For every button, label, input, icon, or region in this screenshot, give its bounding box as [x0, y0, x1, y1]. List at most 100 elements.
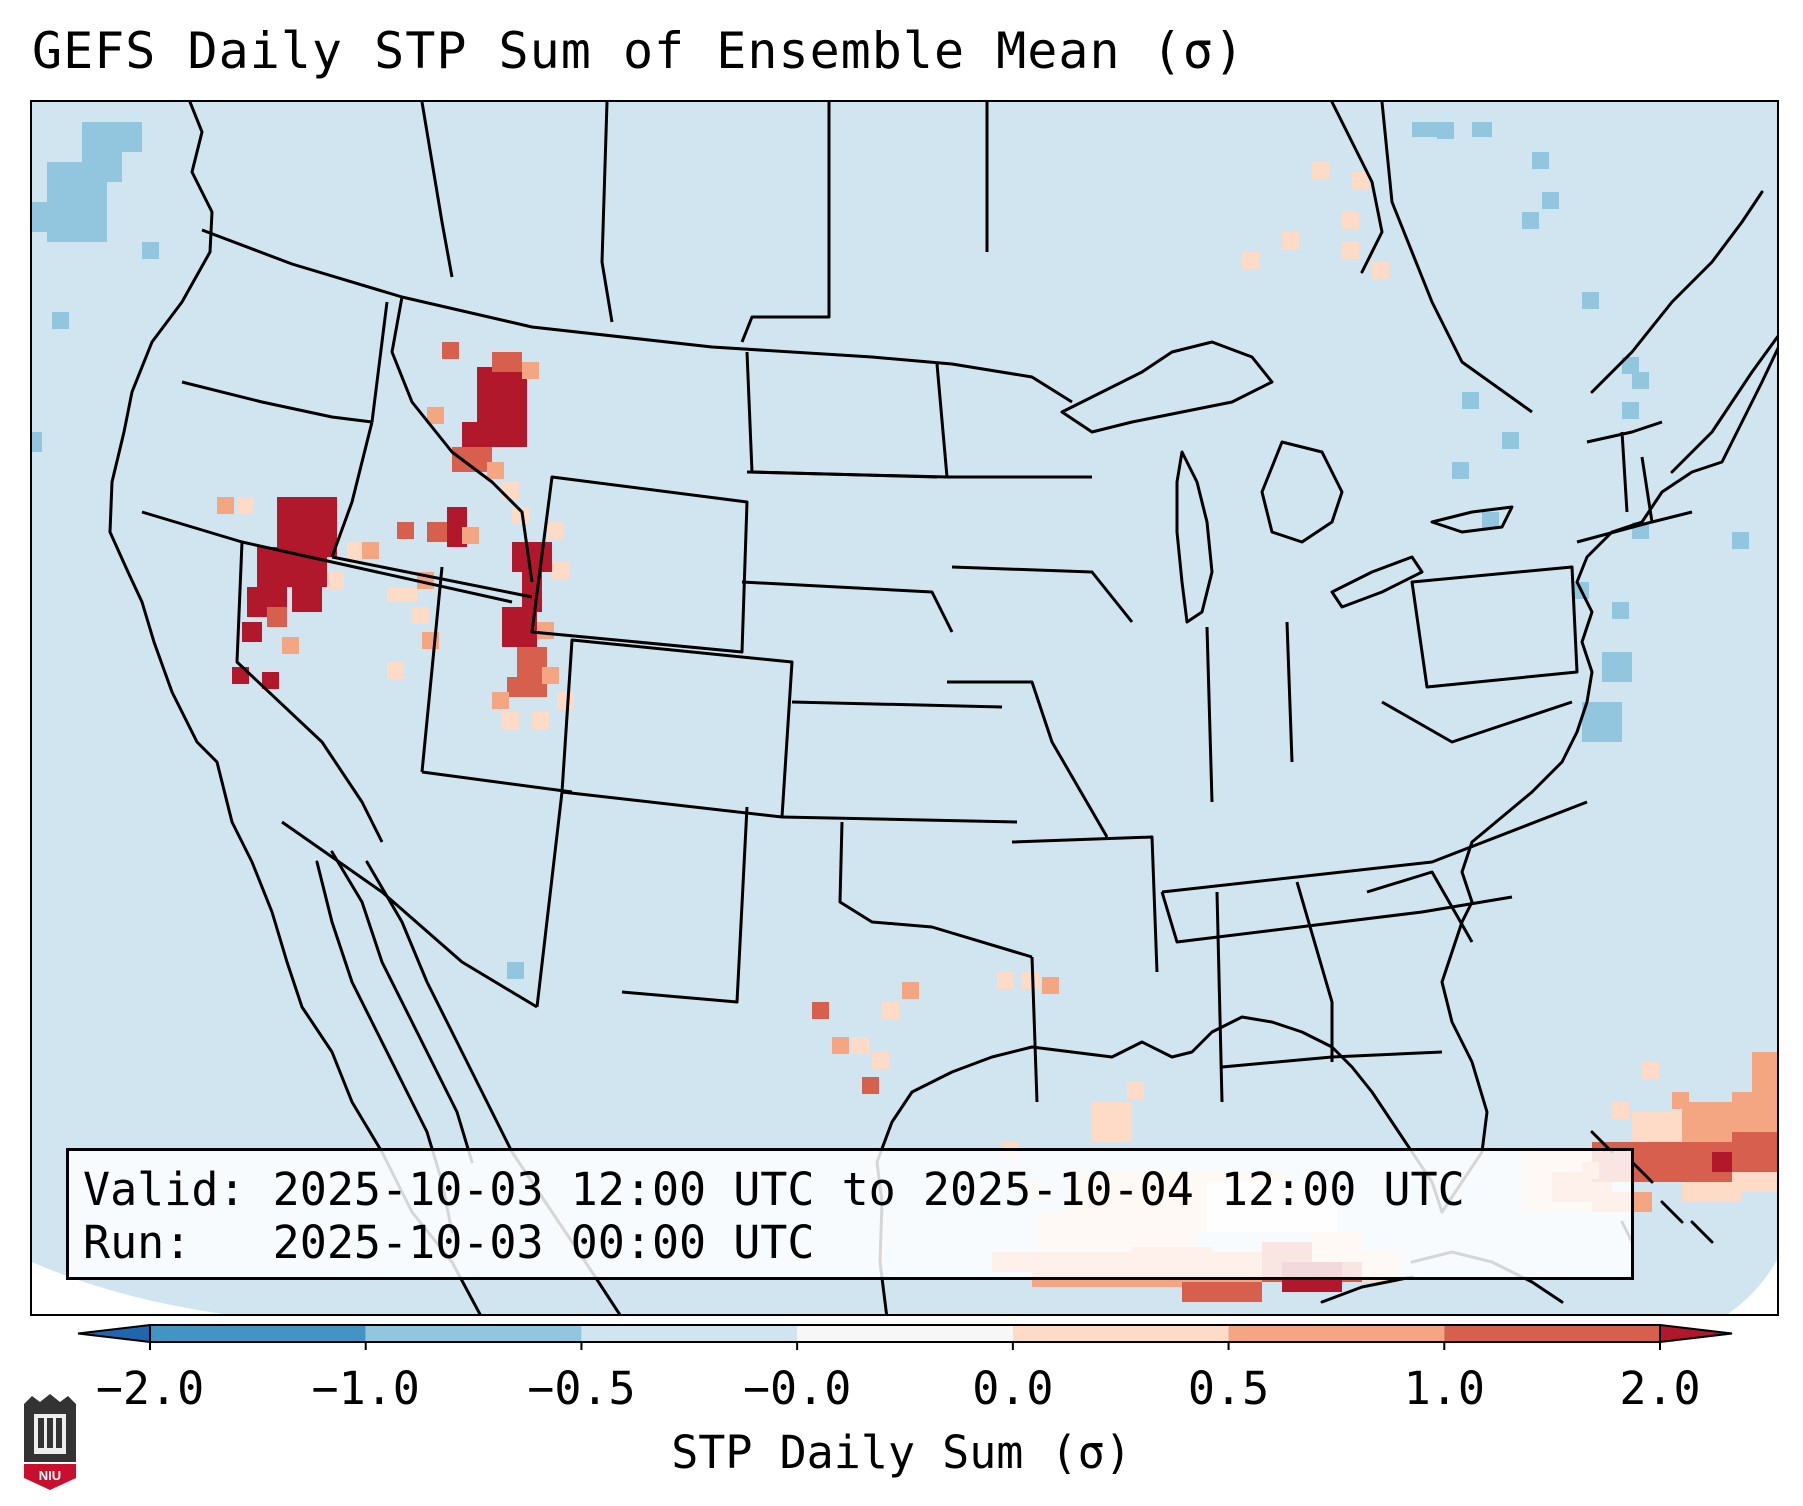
stp-cell [557, 692, 574, 709]
stp-cell [1502, 432, 1519, 449]
tx-la [1030, 956, 1039, 1103]
al-ga [1295, 881, 1334, 1062]
stp-cell [1342, 212, 1359, 229]
stp-cell [852, 1037, 869, 1054]
lake-superior [1060, 340, 1274, 434]
stp-cell [1532, 152, 1549, 169]
co [560, 638, 794, 819]
stp-cell [1712, 1152, 1732, 1172]
stp-cell [327, 572, 344, 589]
new-england [1586, 420, 1693, 524]
state-borders [141, 228, 1693, 1103]
info-box: Valid: 2025-10-03 12:00 UTC to 2025-10-0… [66, 1148, 1634, 1280]
stp-cell [1732, 1092, 1777, 1132]
stp-cell [537, 622, 554, 639]
colorbar-tick-label: −0.0 [743, 1362, 851, 1415]
stp-cell [1522, 212, 1539, 229]
la-ms-ar [1011, 835, 1159, 973]
colorbar-tick-label: 1.0 [1404, 1362, 1485, 1415]
stp-cell [1632, 372, 1649, 389]
sd-ne [741, 580, 954, 633]
stp-cell [1612, 1102, 1629, 1119]
colorbar-tick-label: 0.0 [972, 1362, 1053, 1415]
colorbar-tick-label: −1.0 [312, 1362, 420, 1415]
ok-tx [838, 821, 1033, 959]
stp-cell [362, 542, 379, 559]
canada-ab-sk [600, 102, 614, 323]
stp-cell [1022, 972, 1039, 989]
atlantic-coast [1460, 346, 1777, 904]
stp-cell [1437, 122, 1454, 139]
colorbar-bin [1444, 1325, 1660, 1342]
pa [1410, 565, 1579, 689]
stp-cell [1182, 1282, 1262, 1302]
colorbar-tick-label: 2.0 [1619, 1362, 1700, 1415]
stp-cell [1342, 242, 1359, 259]
az-south [281, 820, 538, 1009]
ga-fl [1221, 1050, 1443, 1069]
id-nv-ut [331, 555, 533, 599]
stp-cell [492, 692, 509, 709]
stp-cell [1462, 392, 1479, 409]
stp-cell [462, 527, 479, 544]
stp-cell [1092, 1102, 1132, 1142]
canada-bc-ab [420, 102, 454, 278]
stp-cell [442, 342, 459, 359]
ut-az [421, 770, 573, 794]
stp-cell [507, 962, 524, 979]
coastlines [108, 102, 1777, 1314]
stp-cell [1542, 192, 1559, 209]
stp-cell [1682, 1102, 1732, 1142]
stp-cell [862, 1077, 879, 1094]
st-lawrence [1590, 190, 1764, 394]
stp-cell [217, 497, 234, 514]
stp-cell [522, 362, 539, 379]
stp-cell [262, 672, 279, 689]
stp-cell [1472, 122, 1492, 137]
stp-cells [32, 122, 1777, 1302]
gulf-coast [875, 1015, 1444, 1314]
stp-cell [242, 622, 262, 642]
stp-cell [812, 1002, 829, 1019]
stp-cell [292, 582, 322, 612]
stp-cell [397, 522, 414, 539]
colorbar-tick-label: −0.5 [527, 1362, 635, 1415]
wv-va [1381, 700, 1573, 744]
stp-cell [1372, 262, 1389, 279]
us-canada-border [201, 228, 1073, 404]
colorbar-bin [1012, 1325, 1229, 1342]
stp-cell [512, 542, 552, 572]
stp-cell [487, 462, 504, 479]
stp-cell [547, 522, 564, 539]
stp-cell [282, 637, 299, 654]
stp-cell [1127, 1082, 1144, 1099]
stp-cell [1582, 702, 1622, 742]
or-ca-nv [141, 510, 513, 604]
az-nm [535, 791, 564, 1008]
mn-wi [935, 363, 1092, 479]
hudson-bay-coast [1330, 102, 1384, 274]
cuba-north [1320, 1275, 1414, 1304]
stp-cell [882, 1002, 899, 1019]
stp-cell [267, 607, 287, 627]
colorbar-tick-label: 0.5 [1188, 1362, 1269, 1415]
nv-ca-diag [235, 541, 384, 843]
map-panel [30, 100, 1779, 1316]
ky-tn [1161, 800, 1588, 894]
mt-dakotas [745, 351, 938, 479]
stp-cell [1042, 977, 1059, 994]
stp-cell [32, 202, 62, 232]
canada-on-qc [1380, 102, 1533, 414]
nd-sd [746, 470, 948, 479]
lake-huron [1260, 440, 1344, 544]
run-line: Run: 2025-10-03 00:00 UTC [83, 1216, 815, 1269]
colorbar-bin [150, 1325, 366, 1342]
stp-cell [902, 982, 919, 999]
colorbar-bin [365, 1325, 582, 1342]
west-coast [108, 102, 482, 1314]
ne-ks [791, 700, 1003, 709]
stp-cell [347, 542, 364, 559]
stp-cell [32, 432, 42, 452]
stp-cell [1282, 232, 1299, 249]
bahamas [1590, 1130, 1714, 1244]
